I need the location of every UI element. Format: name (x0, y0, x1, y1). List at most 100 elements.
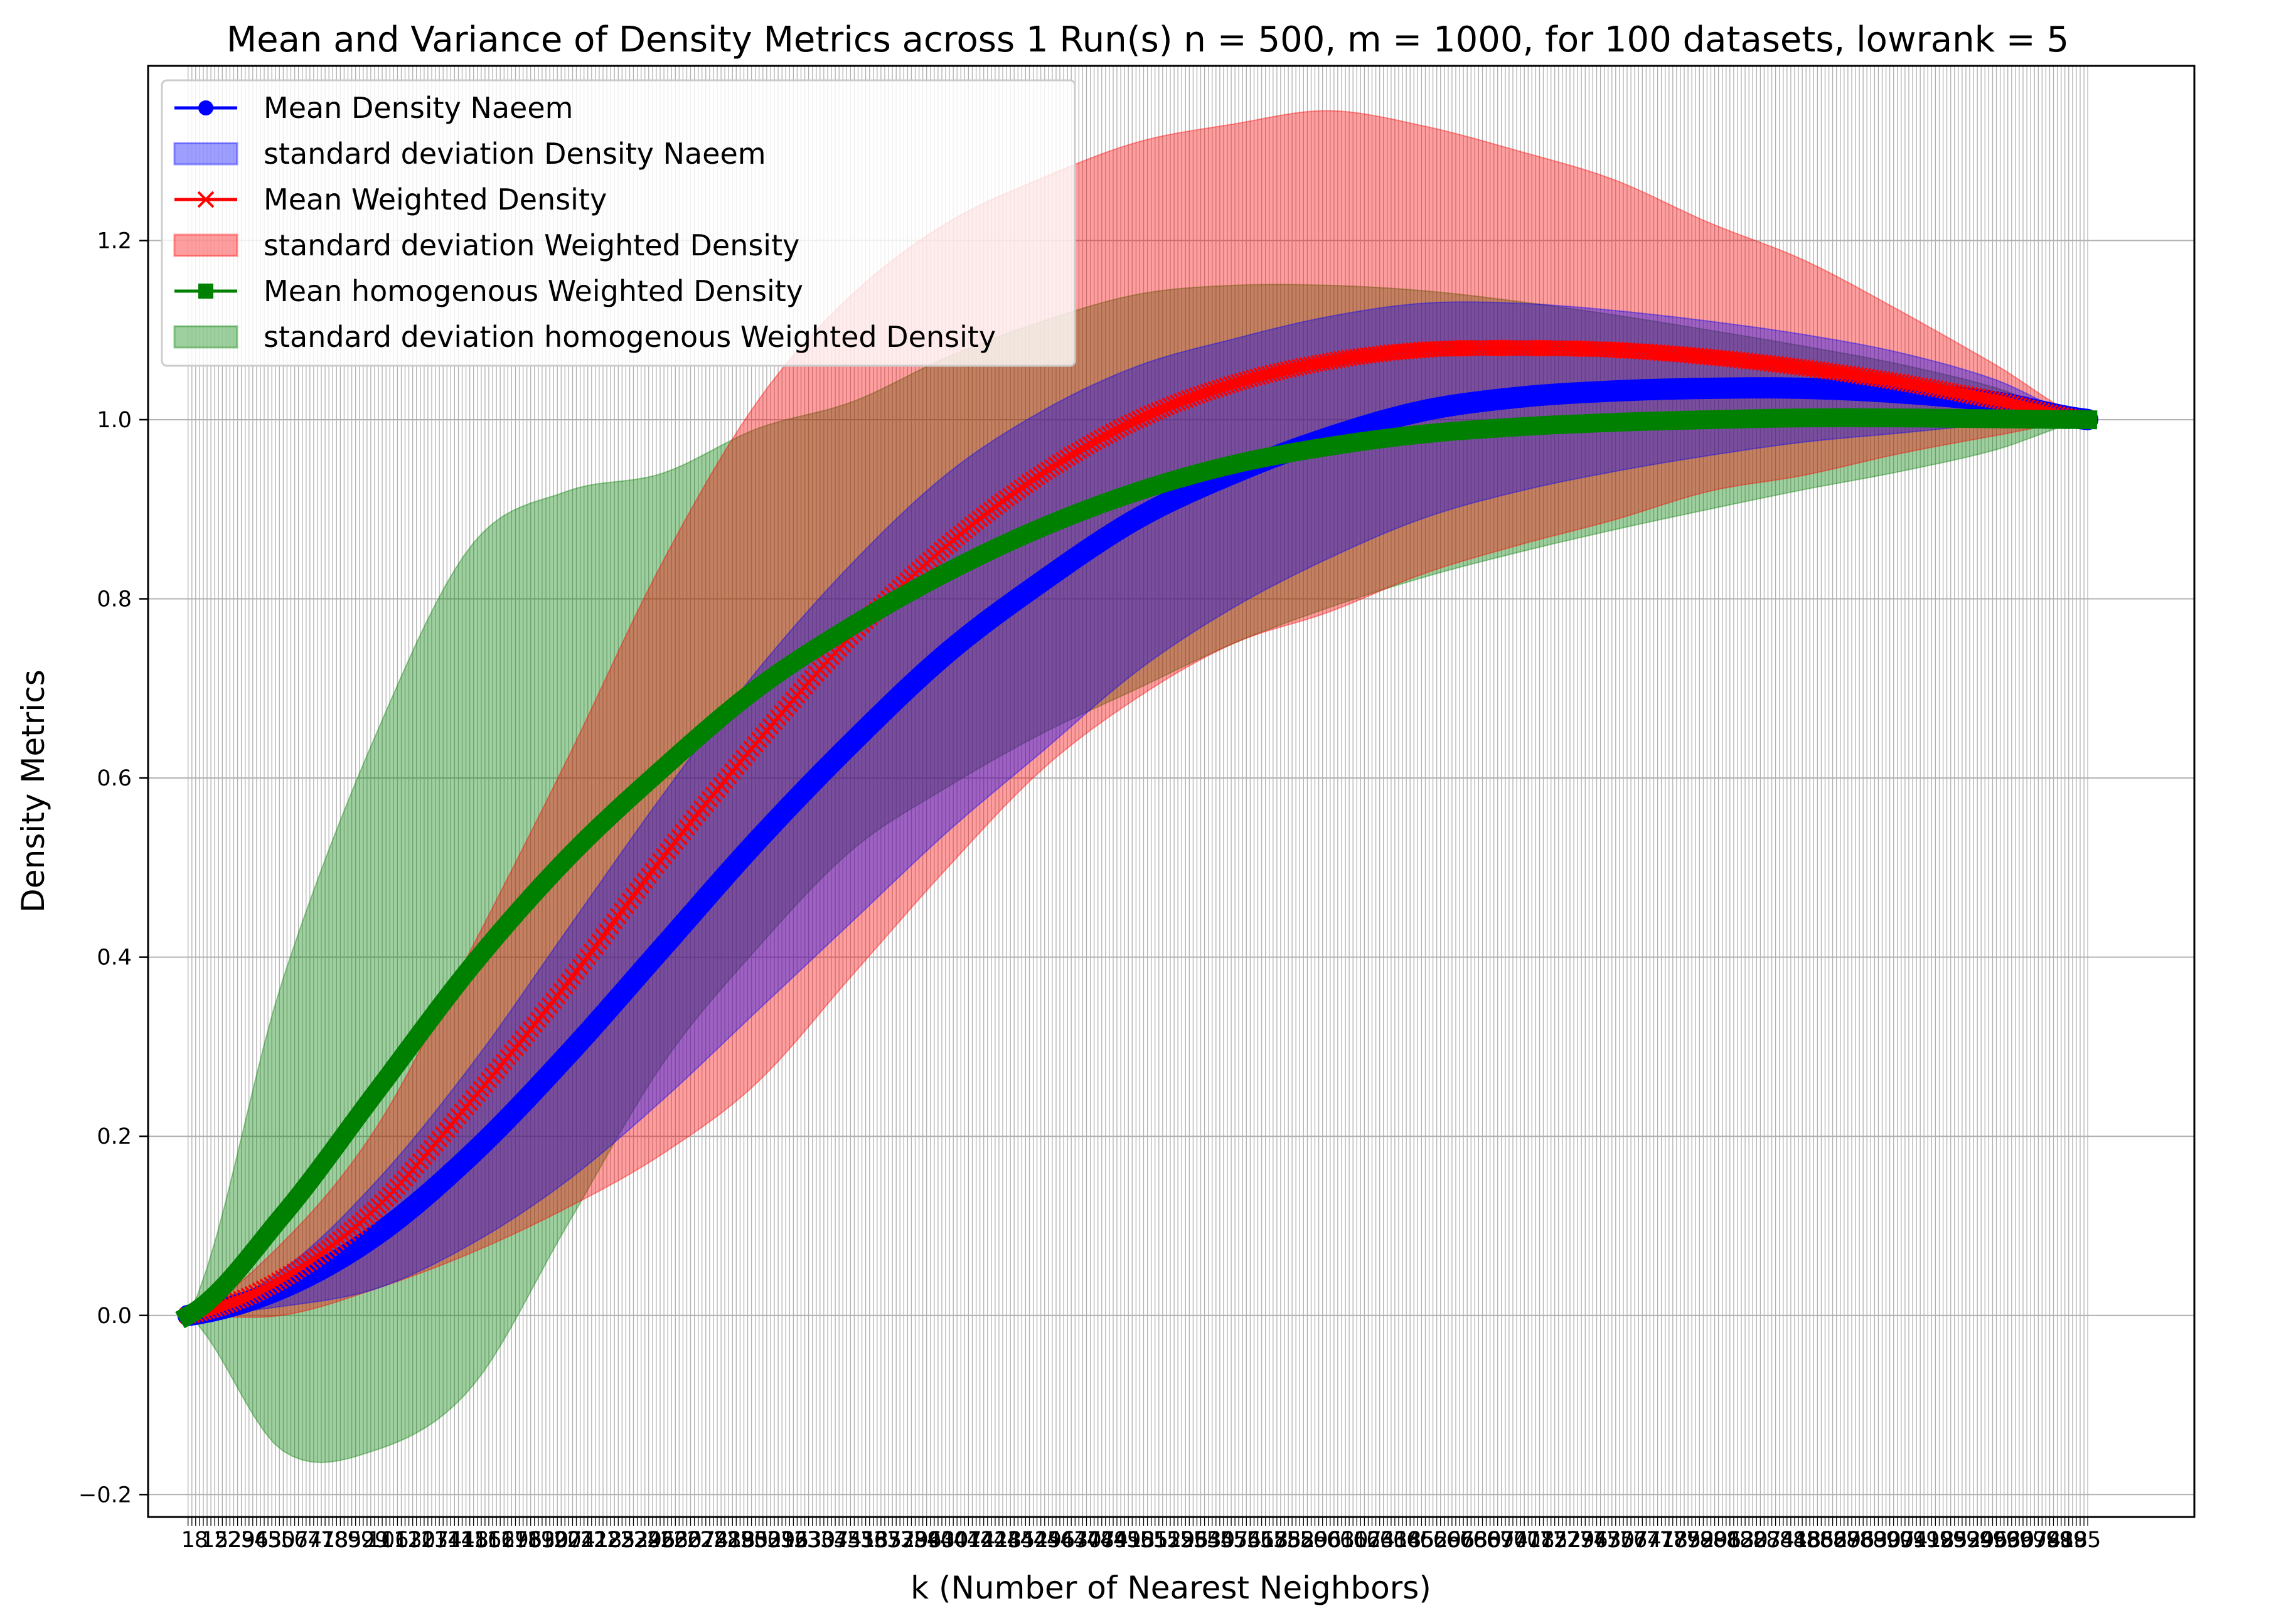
x-tick-label: 281 (700, 1528, 742, 1553)
x-tick-label: 918 (1913, 1528, 1955, 1553)
x-tick-label: 834 (1753, 1528, 1795, 1553)
x-tick-label: 540 (1193, 1528, 1235, 1553)
x-tick-label: 344 (820, 1528, 862, 1553)
x-tick-label: 862 (1806, 1528, 1848, 1553)
x-tick-label: 645 (1393, 1528, 1435, 1553)
x-tick-label: 176 (500, 1528, 542, 1553)
x-tick-label: 631 (1366, 1528, 1408, 1553)
y-tick-label: 0.2 (97, 1124, 132, 1149)
x-tick-label: 526 (1167, 1528, 1209, 1553)
legend-box (161, 79, 1076, 367)
x-tick-label: 946 (1966, 1528, 2008, 1553)
x-tick-label: 1 (181, 1528, 195, 1553)
legend-band-swatch (173, 233, 238, 257)
x-tick-label: 218 (580, 1528, 622, 1553)
x-tick-label: 785 (1660, 1528, 1702, 1553)
series-naeem-markers (177, 377, 2099, 1326)
x-tick-label: 169 (487, 1528, 529, 1553)
legend-entry: Mean homogenous Weighted Density (174, 274, 803, 308)
legend-entry: Mean Weighted Density (174, 183, 607, 216)
y-tick-label: 0.8 (97, 587, 132, 612)
legend-entry: standard deviation Density Naeem (173, 137, 766, 171)
x-tick-label: 36 (241, 1528, 269, 1553)
x-tick-label: 141 (434, 1528, 476, 1553)
x-tick-label: 253 (647, 1528, 689, 1553)
series-homogenous-markers (175, 408, 2098, 1329)
x-tick-label: 757 (1606, 1528, 1648, 1553)
x-tick-label: 680 (1460, 1528, 1502, 1553)
x-tick-label: 302 (740, 1528, 782, 1553)
x-tick-label: 50 (267, 1528, 296, 1553)
x-tick-label: 435 (993, 1528, 1035, 1553)
legend-label: Mean homogenous Weighted Density (264, 274, 803, 308)
x-tick-label: 673 (1446, 1528, 1488, 1553)
y-tick-label: 0.6 (97, 766, 132, 791)
plot-frame (147, 65, 2196, 1518)
x-tick-label: 988 (2046, 1528, 2088, 1553)
legend-marker-square (198, 284, 213, 299)
x-ticks (188, 1517, 2088, 1526)
x-tick-label: 22 (214, 1528, 242, 1553)
legend: Mean Density Naeem standard deviation Den… (161, 79, 1076, 367)
x-tick-label: 274 (686, 1528, 729, 1553)
x-tick-label: 456 (1033, 1528, 1076, 1553)
x-tick-label: 813 (1712, 1528, 1754, 1553)
x-tick-label: 148 (447, 1528, 489, 1553)
x-tick-label: 442 (1007, 1528, 1049, 1553)
legend-marker-x (197, 191, 215, 208)
x-tick-label: 568 (1246, 1528, 1288, 1553)
x-tick-label: 484 (1086, 1528, 1128, 1553)
x-tick-label: 603 (1313, 1528, 1355, 1553)
x-tick-label: 750 (1593, 1528, 1635, 1553)
x-tick-label: 659 (1419, 1528, 1461, 1553)
x-tick-label: 127 (407, 1528, 449, 1553)
x-tick-label: 365 (860, 1528, 902, 1553)
x-tick-label: 267 (673, 1528, 715, 1553)
x-tick-label: 855 (1793, 1528, 1835, 1553)
x-tick-label: 820 (1726, 1528, 1768, 1553)
x-tick-label: 981 (2032, 1528, 2074, 1553)
x-tick-label: 64 (294, 1528, 323, 1553)
legend-entry: standard deviation Weighted Density (173, 228, 799, 262)
x-tick-label: 295 (727, 1528, 769, 1553)
legend-label: Mean Weighted Density (264, 183, 607, 216)
legend-entry: Mean Density Naeem (174, 91, 573, 125)
x-tick-label: 617 (1340, 1528, 1382, 1553)
x-tick-label: 624 (1353, 1528, 1395, 1553)
x-tick-label: 848 (1780, 1528, 1822, 1553)
x-tick-label: 519 (1153, 1528, 1195, 1553)
x-axis: 1815222936435057647178859299106113120127… (181, 1517, 2101, 1553)
x-tick-label: 309 (754, 1528, 796, 1553)
x-tick-label: 106 (367, 1528, 409, 1553)
x-tick-label: 351 (833, 1528, 875, 1553)
mean-line-naeem (177, 377, 2099, 1326)
x-tick-label: 232 (607, 1528, 649, 1553)
x-tick-label: 687 (1473, 1528, 1515, 1553)
x-tick-label: 995 (2059, 1528, 2101, 1553)
x-tick-label: 71 (307, 1528, 336, 1553)
x-tick-label: 379 (887, 1528, 929, 1553)
x-tick-label: 337 (807, 1528, 849, 1553)
chart-title: Mean and Variance of Density Metrics acr… (227, 19, 2069, 60)
x-tick-label: 477 (1073, 1528, 1115, 1553)
x-tick-label: 386 (900, 1528, 942, 1553)
x-tick-label: 155 (460, 1528, 502, 1553)
x-tick-label: 29 (227, 1528, 255, 1553)
x-tick-label: 666 (1433, 1528, 1475, 1553)
y-axis-label: Density Metrics (15, 669, 51, 912)
legend-entry: standard deviation homogenous Weighted D… (173, 320, 996, 354)
x-tick-label: 8 (195, 1528, 208, 1553)
x-tick-label: 911 (1899, 1528, 1941, 1553)
x-tick-label: 694 (1487, 1528, 1529, 1553)
legend-label: Mean Density Naeem (264, 91, 573, 125)
x-tick-label: 652 (1406, 1528, 1448, 1553)
x-tick-label: 491 (1100, 1528, 1142, 1553)
x-tick-label: 890 (1859, 1528, 1901, 1553)
x-tick-label: 57 (280, 1528, 309, 1553)
x-tick-label: 372 (873, 1528, 916, 1553)
x-tick-label: 799 (1686, 1528, 1728, 1553)
x-tick-label: 134 (420, 1528, 462, 1553)
x-tick-label: 260 (660, 1528, 702, 1553)
legend-band-swatch (173, 142, 238, 166)
x-tick-label: 43 (254, 1528, 282, 1553)
